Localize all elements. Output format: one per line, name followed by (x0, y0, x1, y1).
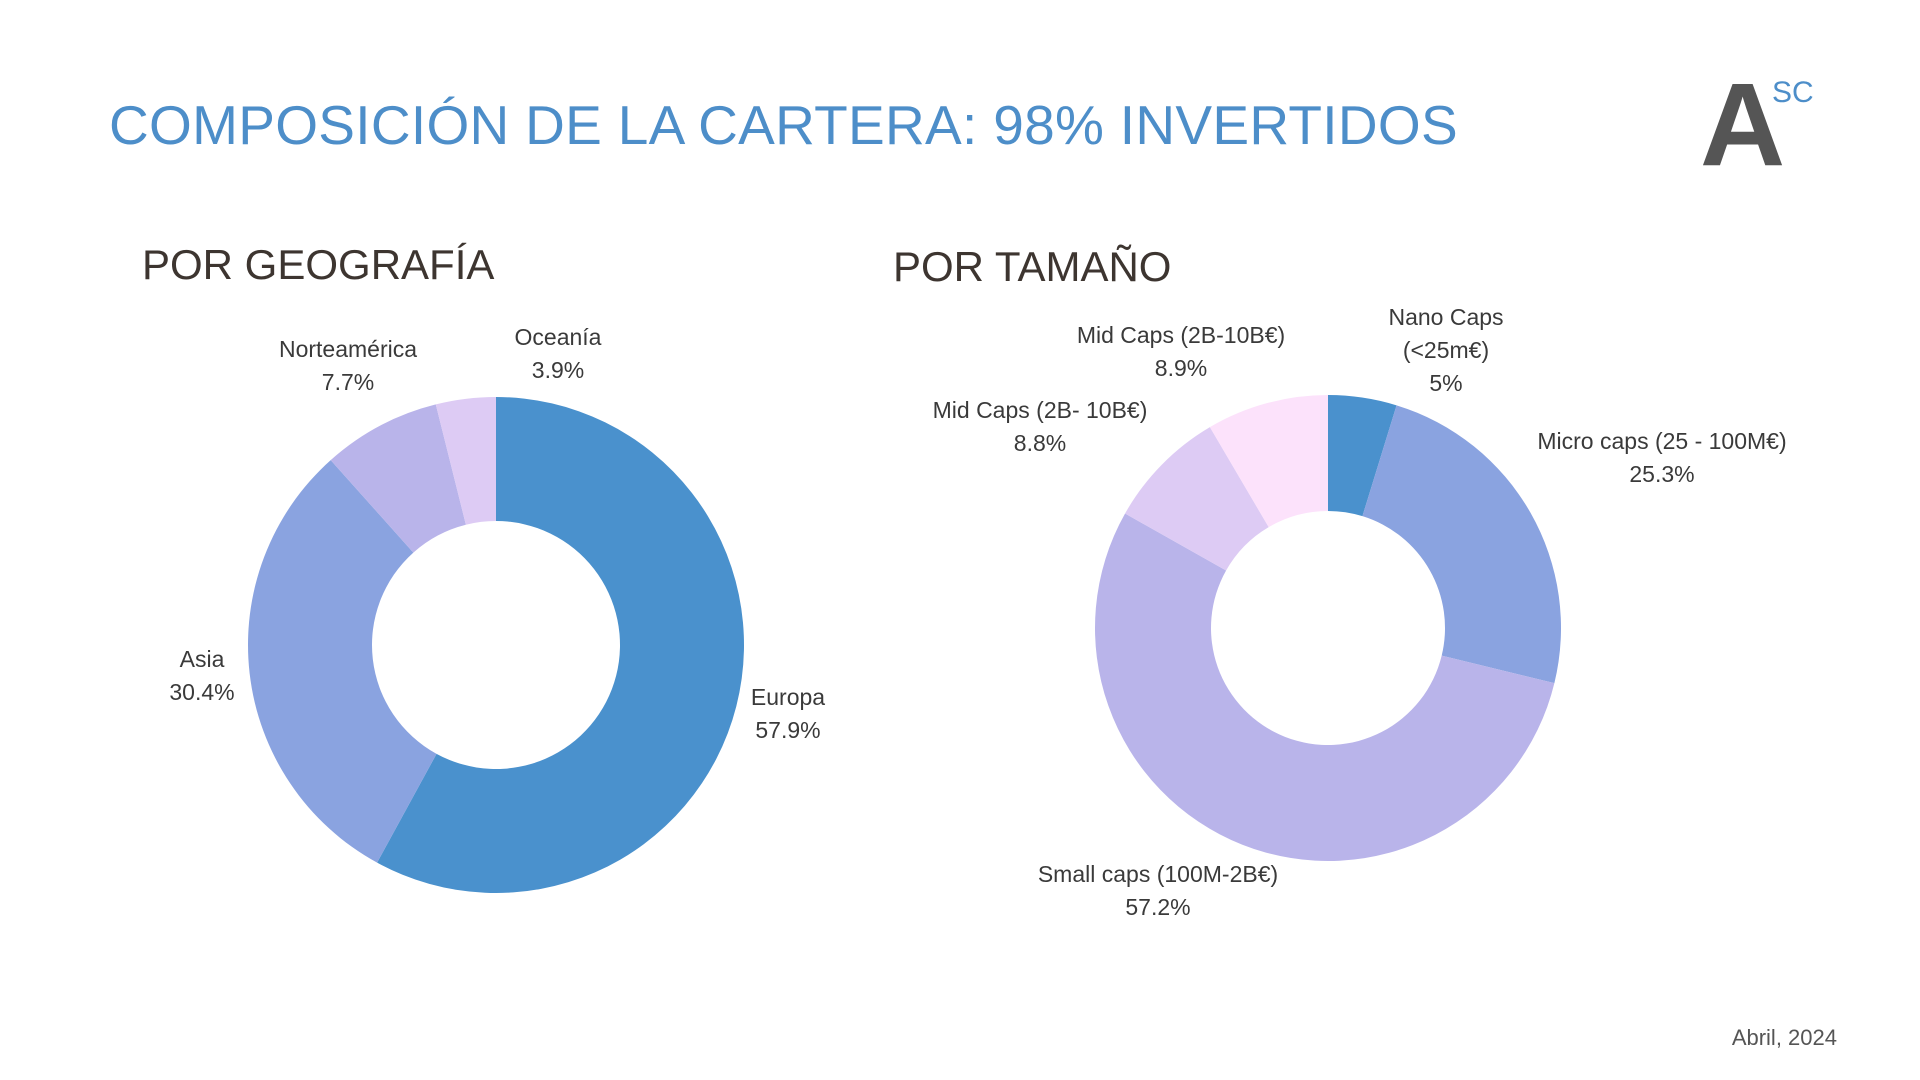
size-data-label-line: Mid Caps (2B-10B€) (1077, 322, 1285, 348)
geo-data-label-line: Asia (180, 646, 225, 672)
size-data-label-mid-caps-2b-10b: Mid Caps (2B-10B€) 8.9% (1077, 322, 1285, 381)
size-data-label-line: 8.8% (1014, 430, 1066, 456)
size-data-label-micro-caps-25-100m: Micro caps (25 - 100M€) 25.3% (1537, 428, 1786, 487)
geo-data-label-line: Europa (751, 684, 825, 710)
geo-data-label-asia: Asia 30.4% (169, 646, 234, 705)
geo-data-label-line: 3.9% (532, 357, 584, 383)
size-data-label-line: 25.3% (1629, 461, 1694, 487)
geo-data-label-line: Oceanía (515, 324, 602, 350)
geo-data-label-norteamerica: Norteamérica 7.7% (279, 336, 417, 395)
geo-data-label-europa: Europa 57.9% (751, 684, 825, 743)
size-slice-small-caps-100m-2b (1095, 513, 1555, 861)
size-slice-mid-caps-2b-10b (1125, 427, 1269, 571)
geography-chart-title: POR GEOGRAFÍA (142, 241, 495, 288)
slide-title: COMPOSICIÓN DE LA CARTERA: 98% INVERTIDO… (109, 94, 1458, 156)
geo-data-label-line: 57.9% (755, 717, 820, 743)
geo-slice-asia (247, 460, 437, 863)
size-donut-chart: Nano Caps (<25m€) 5% Micro caps (25 - 100M€… (933, 304, 1787, 920)
size-chart-title: POR TAMAÑO (893, 243, 1172, 290)
geo-slice-norteamerica (330, 404, 466, 553)
size-slice-mid-caps-2b-10b (1209, 395, 1328, 528)
geo-data-label-oceania: Oceanía 3.9% (515, 324, 602, 383)
size-slice-micro-caps-25-100m (1362, 405, 1561, 684)
size-data-label-line: 5% (1429, 370, 1462, 396)
size-data-label-line: Small caps (100M-2B€) (1038, 861, 1278, 887)
geo-data-label-line: 7.7% (322, 369, 374, 395)
footer-date: Abril, 2024 (1731, 1025, 1837, 1050)
size-data-label-line: Micro caps (25 - 100M€) (1537, 428, 1786, 454)
size-data-label-mid-caps-2b-10b: Mid Caps (2B- 10B€) 8.8% (933, 397, 1148, 456)
size-data-label-line: Nano Caps (1388, 304, 1503, 330)
size-slice-nano-caps-25m (1328, 395, 1397, 517)
geo-data-label-line: 30.4% (169, 679, 234, 705)
geo-data-label-line: Norteamérica (279, 336, 417, 362)
asc-logo: A SC (1700, 59, 1820, 191)
geo-slice-europa (377, 397, 744, 893)
logo-letter: A (1700, 59, 1786, 191)
size-data-label-line: (<25m€) (1403, 337, 1489, 363)
size-data-label-nano-caps-25m: Nano Caps (<25m€) 5% (1388, 304, 1503, 396)
geography-donut-chart: Europa 57.9% Asia 30.4% Norteamérica 7.7% Ocea… (169, 324, 825, 893)
size-data-label-line: 8.9% (1155, 355, 1207, 381)
geo-slice-oceania (435, 397, 496, 525)
logo-superscript: SC (1772, 76, 1814, 109)
size-data-label-line: Mid Caps (2B- 10B€) (933, 397, 1148, 423)
size-data-label-small-caps-100m-2b: Small caps (100M-2B€) 57.2% (1038, 861, 1278, 920)
size-data-label-line: 57.2% (1125, 894, 1190, 920)
